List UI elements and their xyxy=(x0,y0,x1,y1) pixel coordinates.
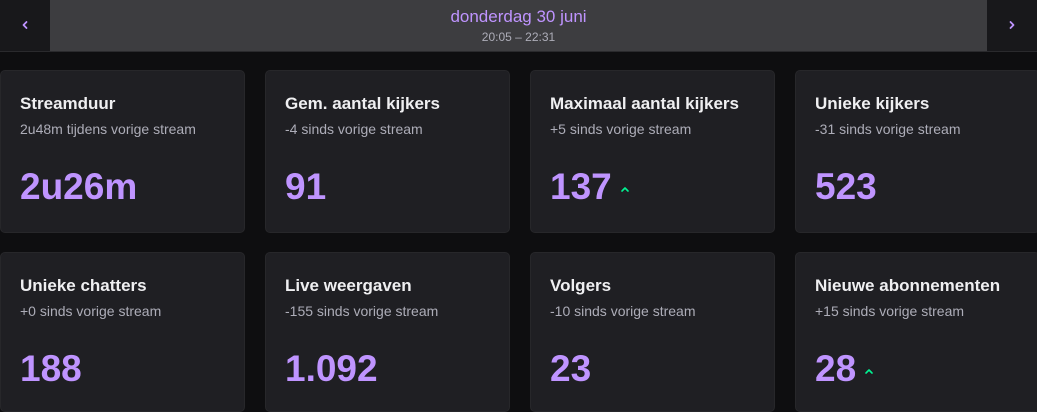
stat-label: Nieuwe abonnementen xyxy=(815,276,1001,295)
stat-card-followers: Volgers -10 sinds vorige stream 23 xyxy=(530,252,775,412)
stat-card-new-subscriptions: Nieuwe abonnementen +15 sinds vorige str… xyxy=(795,252,1037,412)
stat-card-live-views: Live weergaven -155 sinds vorige stream … xyxy=(265,252,510,412)
stat-value: 23 xyxy=(550,348,592,389)
stat-comparison: -155 sinds vorige stream xyxy=(285,303,439,319)
trend-up-icon xyxy=(620,185,630,193)
stat-label: Volgers xyxy=(550,276,612,295)
stat-card-unique-viewers: Unieke kijkers -31 sinds vorige stream 5… xyxy=(795,70,1037,233)
stat-label: Unieke kijkers xyxy=(815,94,930,113)
stat-label: Gem. aantal kijkers xyxy=(285,94,440,113)
chevron-left-icon xyxy=(20,17,30,35)
stream-date-display: donderdag 30 juni 20:05 – 22:31 xyxy=(50,0,987,51)
stat-label: Streamduur xyxy=(20,94,116,113)
date-navigation-bar: donderdag 30 juni 20:05 – 22:31 xyxy=(0,0,1037,52)
stat-card-max-viewers: Maximaal aantal kijkers +5 sinds vorige … xyxy=(530,70,775,233)
chevron-right-icon xyxy=(1007,17,1017,35)
stat-comparison: +0 sinds vorige stream xyxy=(20,303,162,319)
stat-comparison: -10 sinds vorige stream xyxy=(550,303,696,319)
stat-card-avg-viewers: Gem. aantal kijkers -4 sinds vorige stre… xyxy=(265,70,510,233)
stat-label: Unieke chatters xyxy=(20,276,147,295)
stat-card-unique-chatters: Unieke chatters +0 sinds vorige stream 1… xyxy=(0,252,245,412)
stat-comparison: +15 sinds vorige stream xyxy=(815,303,965,319)
stat-comparison: -4 sinds vorige stream xyxy=(285,121,423,137)
stat-value: 137 xyxy=(550,166,612,207)
stat-value: 188 xyxy=(20,348,82,389)
stat-card-stream-duration: Streamduur 2u48m tijdens vorige stream 2… xyxy=(0,70,245,233)
stream-time-range: 20:05 – 22:31 xyxy=(481,30,556,44)
next-stream-button[interactable] xyxy=(987,0,1037,51)
stat-value: 523 xyxy=(815,166,877,207)
stat-label: Live weergaven xyxy=(285,276,412,295)
stat-value: 2u26m xyxy=(20,166,138,207)
stream-date: donderdag 30 juni xyxy=(450,7,587,26)
stat-value: 91 xyxy=(285,166,327,207)
stat-comparison: -31 sinds vorige stream xyxy=(815,121,961,137)
previous-stream-button[interactable] xyxy=(0,0,50,51)
stat-value: 28 xyxy=(815,348,857,389)
stat-value: 1.092 xyxy=(285,348,378,389)
stat-label: Maximaal aantal kijkers xyxy=(550,94,740,113)
stat-comparison: +5 sinds vorige stream xyxy=(550,121,692,137)
trend-up-icon xyxy=(864,367,874,375)
stat-comparison: 2u48m tijdens vorige stream xyxy=(20,121,196,137)
